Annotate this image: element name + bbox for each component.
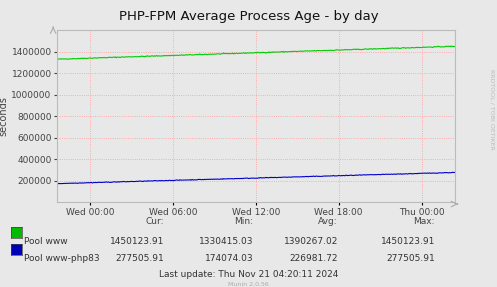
Text: 1450123.91: 1450123.91 xyxy=(110,237,164,246)
Text: 277505.91: 277505.91 xyxy=(115,254,164,263)
Text: Min:: Min: xyxy=(235,217,253,226)
Text: Cur:: Cur: xyxy=(146,217,164,226)
Text: Pool www-php83: Pool www-php83 xyxy=(24,254,100,263)
Text: 1450123.91: 1450123.91 xyxy=(381,237,435,246)
Y-axis label: seconds: seconds xyxy=(0,96,8,136)
Text: 277505.91: 277505.91 xyxy=(386,254,435,263)
Text: Last update: Thu Nov 21 04:20:11 2024: Last update: Thu Nov 21 04:20:11 2024 xyxy=(159,270,338,279)
Text: Pool www: Pool www xyxy=(24,237,68,246)
Text: 1390267.02: 1390267.02 xyxy=(284,237,338,246)
Text: Max:: Max: xyxy=(414,217,435,226)
Text: 1330415.03: 1330415.03 xyxy=(199,237,253,246)
Text: 174074.03: 174074.03 xyxy=(205,254,253,263)
Text: Munin 2.0.56: Munin 2.0.56 xyxy=(228,282,269,287)
Text: Avg:: Avg: xyxy=(319,217,338,226)
Text: 226981.72: 226981.72 xyxy=(289,254,338,263)
Text: PHP-FPM Average Process Age - by day: PHP-FPM Average Process Age - by day xyxy=(119,10,378,23)
Text: RRDTOOL / TOBI OETIKER: RRDTOOL / TOBI OETIKER xyxy=(490,69,495,150)
